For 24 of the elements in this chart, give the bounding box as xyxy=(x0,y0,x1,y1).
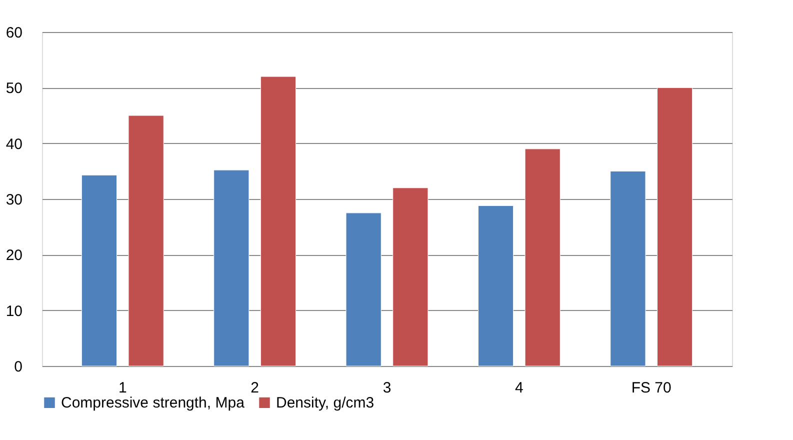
legend-label: Compressive strength, Mpa xyxy=(61,394,246,412)
bar xyxy=(524,148,560,366)
bar xyxy=(610,170,646,366)
y-tick-label: 10 xyxy=(6,302,22,320)
bar xyxy=(81,174,118,366)
bar xyxy=(260,76,296,366)
y-tick-label: 60 xyxy=(6,24,22,42)
x-tick-label: 2 xyxy=(250,380,259,396)
bar xyxy=(478,205,514,366)
x-tick-label: 3 xyxy=(382,380,392,396)
y-tick-label: 30 xyxy=(6,192,22,208)
bar xyxy=(392,188,428,366)
x-tick-label: 4 xyxy=(515,380,524,396)
bar xyxy=(656,87,693,366)
y-tick-label: 20 xyxy=(6,247,22,264)
bar xyxy=(214,170,250,366)
y-tick-label: 40 xyxy=(6,136,22,153)
y-tick-label: 50 xyxy=(6,80,22,98)
bar xyxy=(346,212,382,366)
legend-label: Density, g/cm3 xyxy=(276,394,374,412)
y-tick-label: 0 xyxy=(14,358,22,376)
bar xyxy=(128,115,164,366)
x-tick-label: FS 70 xyxy=(631,380,672,396)
x-tick-label: 1 xyxy=(118,380,127,396)
